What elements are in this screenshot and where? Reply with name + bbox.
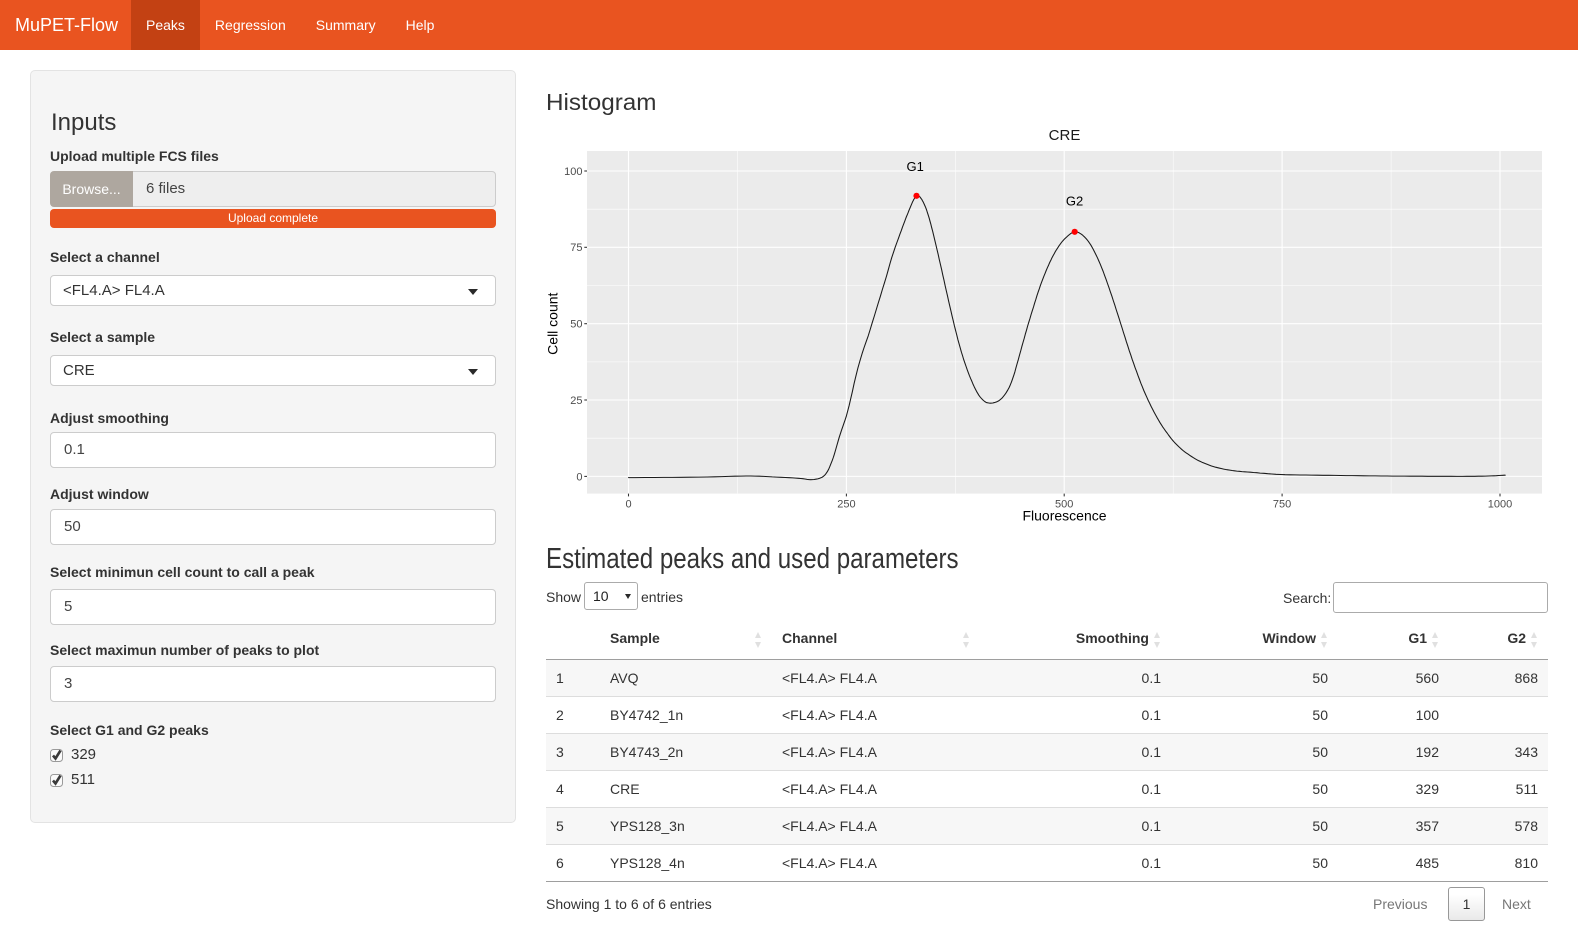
svg-text:100: 100 xyxy=(564,166,582,178)
svg-text:75: 75 xyxy=(570,242,582,254)
svg-text:Fluorescence: Fluorescence xyxy=(1022,508,1106,522)
svg-text:G1: G1 xyxy=(907,159,924,174)
svg-text:G2: G2 xyxy=(1066,194,1083,209)
svg-text:0: 0 xyxy=(576,471,582,483)
svg-text:50: 50 xyxy=(570,319,582,331)
svg-text:1000: 1000 xyxy=(1488,499,1512,511)
svg-text:750: 750 xyxy=(1273,499,1291,511)
svg-text:25: 25 xyxy=(570,395,582,407)
svg-text:0: 0 xyxy=(625,499,631,511)
svg-text:500: 500 xyxy=(1055,499,1073,511)
svg-text:250: 250 xyxy=(837,499,855,511)
svg-text:Cell count: Cell count xyxy=(546,292,561,354)
svg-text:CRE: CRE xyxy=(1049,127,1081,144)
